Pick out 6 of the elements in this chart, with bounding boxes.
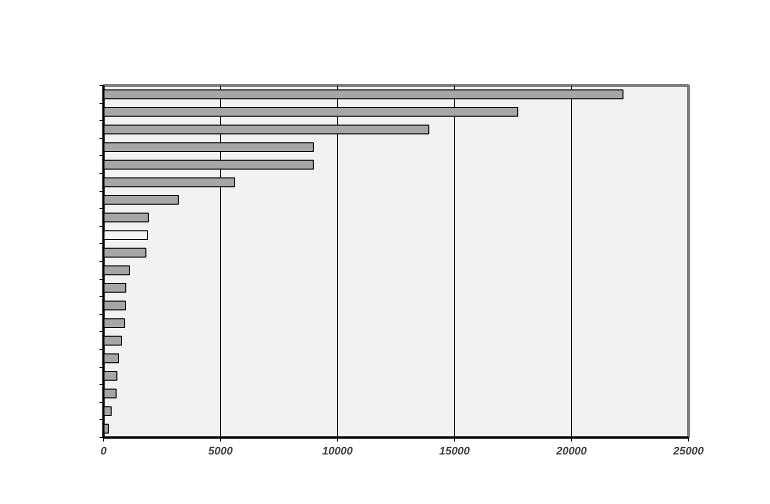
x-tick-label: 0 [100,446,108,458]
x-tick-label: 10000 [322,446,354,458]
x-tick-label: 25000 [672,446,705,458]
x-tick-label: 5000 [208,446,234,458]
x-tick-label: 20000 [555,446,588,458]
x-tick-label: 15000 [439,446,471,458]
